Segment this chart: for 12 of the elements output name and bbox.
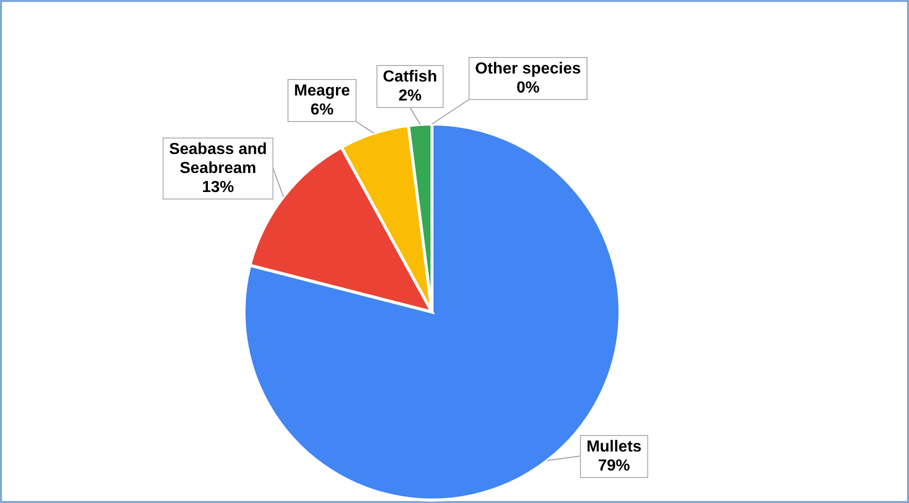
data-label: 79% <box>598 458 630 474</box>
label-callout: Catfish 2% <box>376 65 444 125</box>
slice-label: Seabass and Seabream <box>169 141 267 177</box>
label-callout: Meagre 6% <box>287 79 374 134</box>
label-callout: Mullets 79% <box>546 435 648 478</box>
data-label: 13% <box>202 179 234 196</box>
label-callout: Seabass and Seabream 13% <box>162 138 284 200</box>
data-label: 6% <box>310 102 334 118</box>
slice-label: Catfish <box>382 68 438 86</box>
slice-label: Mullets <box>586 438 642 456</box>
data-label: 2% <box>398 88 422 104</box>
slice-label: Meagre <box>294 82 350 100</box>
